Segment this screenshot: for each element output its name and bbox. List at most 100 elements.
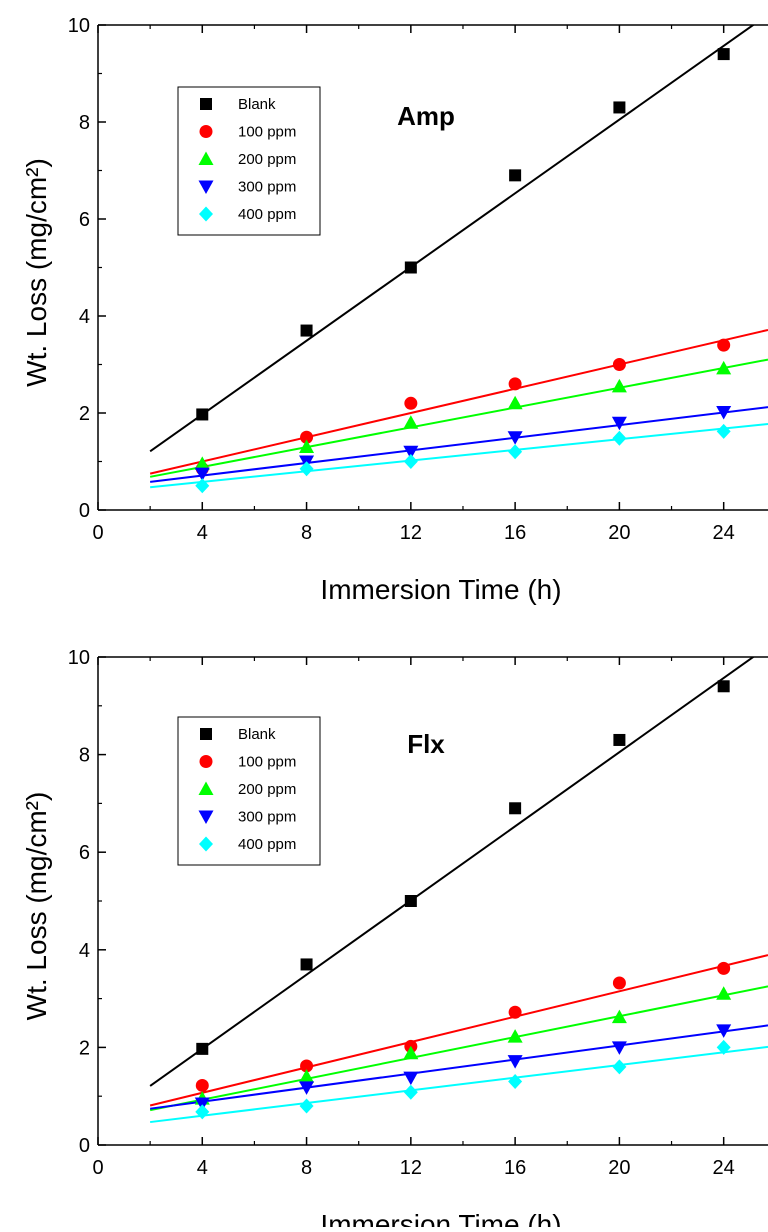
fit-line: [150, 422, 768, 489]
data-point: [507, 431, 523, 445]
y-tick-label: 6: [79, 842, 90, 864]
x-tick-label: 20: [608, 1157, 630, 1179]
data-point: [194, 1097, 210, 1112]
data-point: [611, 1041, 627, 1055]
data-point: [196, 1042, 209, 1055]
fit-line: [149, 985, 768, 1112]
legend-label: Blank: [238, 726, 276, 743]
x-tick-label: 8: [301, 522, 312, 544]
x-tick-label: 20: [608, 522, 630, 544]
data-point: [612, 1059, 627, 1075]
data-point: [404, 261, 417, 274]
legend-label: 200 ppm: [238, 151, 296, 168]
y-axis-title: Wt. Loss (mg/cm²): [21, 158, 52, 387]
fit-line: [150, 406, 768, 483]
x-tick-label: 12: [400, 522, 422, 544]
data-point: [300, 958, 313, 971]
x-tick-label: 24: [713, 1157, 735, 1179]
data-point: [403, 1084, 418, 1100]
data-point: [717, 680, 730, 693]
data-point: [300, 430, 314, 444]
data-point: [507, 1029, 523, 1043]
data-point: [716, 406, 732, 420]
data-point: [300, 324, 313, 337]
data-point: [716, 1024, 732, 1038]
data-point: [194, 456, 210, 470]
y-tick-label: 10: [68, 647, 90, 669]
data-point: [613, 733, 626, 746]
data-point: [717, 961, 731, 975]
data-point: [507, 395, 523, 410]
legend-label: 400 ppm: [238, 836, 296, 853]
data-point: [508, 1005, 522, 1019]
y-tick-label: 4: [79, 940, 90, 962]
legend-label: 300 ppm: [238, 809, 296, 826]
x-tick-label: 8: [301, 1157, 312, 1179]
legend-marker: [199, 125, 213, 138]
x-tick-label: 4: [197, 1157, 208, 1179]
y-tick-label: 0: [79, 500, 90, 522]
data-point: [613, 101, 626, 114]
data-point: [299, 1081, 315, 1095]
legend-label: 200 ppm: [238, 781, 296, 798]
legend-marker: [198, 781, 214, 795]
legend-label: 100 ppm: [238, 124, 296, 141]
data-point: [403, 1045, 419, 1060]
y-tick-label: 2: [79, 403, 90, 425]
data-point: [299, 1098, 314, 1114]
y-tick-label: 4: [79, 306, 90, 328]
x-tick-label: 0: [92, 522, 103, 544]
data-point: [509, 169, 522, 182]
x-tick-label: 0: [92, 1157, 103, 1179]
data-point: [299, 1069, 315, 1083]
data-point: [717, 48, 730, 61]
data-point: [196, 408, 209, 421]
data-point: [508, 377, 522, 391]
legend-marker: [198, 151, 214, 165]
legend-marker: [199, 755, 213, 768]
data-point: [403, 1071, 419, 1086]
x-axis-title: Immersion Time (h): [320, 574, 561, 605]
legend-marker: [200, 728, 212, 740]
y-tick-label: 6: [79, 209, 90, 231]
data-point: [195, 478, 210, 494]
data-point: [508, 1074, 523, 1090]
data-point: [611, 416, 627, 431]
fit-lines: [149, 25, 768, 489]
data-point: [403, 454, 418, 469]
legend-marker: [198, 810, 214, 824]
data-point: [716, 360, 732, 375]
data-point: [403, 415, 419, 429]
legend: Blank 100 ppm 200 ppm 300 ppm 400 ppm: [177, 716, 321, 866]
fit-line: [149, 25, 755, 453]
y-axis-title: Wt. Loss (mg/cm²): [21, 792, 52, 1021]
x-tick-label: 4: [197, 522, 208, 544]
data-point: [611, 378, 627, 393]
x-tick-label: 12: [400, 1157, 422, 1179]
data-point: [612, 358, 626, 371]
data-point: [404, 895, 417, 907]
data-point: [508, 444, 523, 460]
panel-title: Flx: [407, 729, 445, 759]
fit-line: [149, 954, 768, 1107]
y-tick-label: 8: [79, 745, 90, 767]
fit-line: [149, 657, 755, 1087]
data-point: [509, 802, 522, 815]
legend-marker: [198, 180, 214, 194]
data-point: [403, 445, 419, 460]
y-tick-label: 2: [79, 1037, 90, 1059]
data-point: [612, 430, 627, 446]
data-point: [195, 1078, 209, 1092]
legend: Blank 100 ppm 200 ppm 300 ppm 400 ppm: [177, 86, 321, 236]
data-point: [611, 1009, 627, 1024]
data-point: [299, 461, 314, 477]
fit-line: [150, 1024, 768, 1110]
data-point: [404, 396, 418, 410]
legend-marker: [199, 206, 213, 222]
legend-label: 300 ppm: [238, 179, 296, 196]
x-tick-label: 16: [504, 1157, 526, 1179]
